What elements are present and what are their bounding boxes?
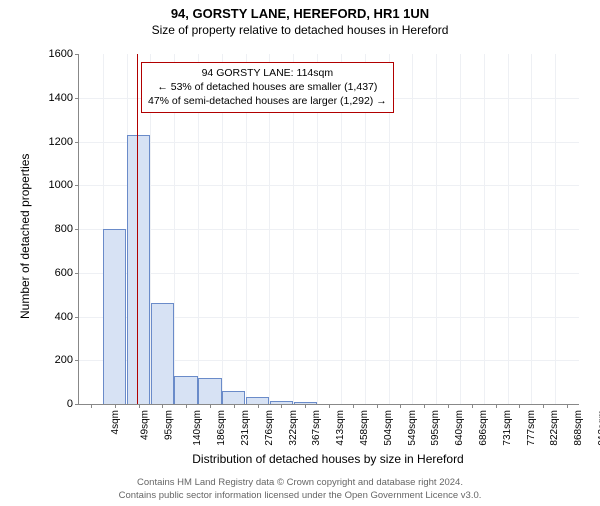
annotation-line: ← 53% of detached houses are smaller (1,… — [148, 80, 387, 94]
grid-line-h — [79, 229, 579, 230]
ytick-label: 800 — [55, 223, 73, 235]
xtick-label: 140sqm — [192, 410, 203, 446]
xtick-mark — [139, 404, 140, 408]
chart-plot-area: 020040060080010001200140016004sqm49sqm95… — [78, 54, 579, 405]
chart-title-sub: Size of property relative to detached ho… — [0, 23, 600, 37]
ytick-mark — [75, 54, 79, 55]
xtick-mark — [210, 404, 211, 408]
reference-marker-line — [137, 54, 138, 404]
xtick-mark — [234, 404, 235, 408]
grid-line-v — [555, 54, 556, 404]
histogram-bar — [222, 391, 245, 404]
xtick-label: 458sqm — [359, 410, 370, 446]
annotation-line: 94 GORSTY LANE: 114sqm — [148, 66, 387, 80]
ytick-label: 1200 — [49, 136, 73, 148]
ytick-mark — [75, 142, 79, 143]
ytick-mark — [75, 229, 79, 230]
ytick-mark — [75, 404, 79, 405]
grid-line-v — [508, 54, 509, 404]
xtick-mark — [186, 404, 187, 408]
ytick-mark — [75, 98, 79, 99]
chart-footer: Contains HM Land Registry data © Crown c… — [0, 477, 600, 502]
xtick-mark — [115, 404, 116, 408]
xtick-label: 868sqm — [573, 410, 584, 446]
xtick-mark — [91, 404, 92, 408]
xtick-label: 322sqm — [288, 410, 299, 446]
xtick-mark — [162, 404, 163, 408]
ytick-label: 600 — [55, 267, 73, 279]
histogram-bar — [198, 378, 221, 404]
xtick-label: 276sqm — [264, 410, 275, 446]
xtick-label: 49sqm — [139, 410, 150, 440]
xtick-mark — [400, 404, 401, 408]
footer-line-1: Contains HM Land Registry data © Crown c… — [0, 477, 600, 489]
y-axis-label: Number of detached properties — [18, 154, 32, 319]
annotation-line: 47% of semi-detached houses are larger (… — [148, 94, 387, 108]
grid-line-v — [412, 54, 413, 404]
grid-line-v — [484, 54, 485, 404]
xtick-mark — [258, 404, 259, 408]
grid-line-h — [79, 185, 579, 186]
ytick-label: 0 — [67, 398, 73, 410]
ytick-mark — [75, 185, 79, 186]
xtick-label: 549sqm — [407, 410, 418, 446]
xtick-label: 186sqm — [216, 410, 227, 446]
grid-line-v — [436, 54, 437, 404]
histogram-bar — [103, 229, 126, 404]
ytick-label: 1400 — [49, 92, 73, 104]
xtick-mark — [305, 404, 306, 408]
xtick-label: 640sqm — [454, 410, 465, 446]
xtick-mark — [519, 404, 520, 408]
grid-line-h — [79, 273, 579, 274]
xtick-label: 413sqm — [335, 410, 346, 446]
histogram-bar — [174, 376, 197, 404]
ytick-label: 400 — [55, 311, 73, 323]
xtick-label: 731sqm — [502, 410, 513, 446]
xtick-mark — [377, 404, 378, 408]
grid-line-v — [460, 54, 461, 404]
xtick-label: 595sqm — [431, 410, 442, 446]
ytick-mark — [75, 273, 79, 274]
histogram-bar — [127, 135, 150, 404]
ytick-label: 1600 — [49, 48, 73, 60]
x-axis-label: Distribution of detached houses by size … — [78, 452, 578, 466]
xtick-label: 822sqm — [550, 410, 561, 446]
xtick-mark — [567, 404, 568, 408]
grid-line-h — [79, 142, 579, 143]
xtick-mark — [424, 404, 425, 408]
xtick-mark — [281, 404, 282, 408]
annotation-box: 94 GORSTY LANE: 114sqm← 53% of detached … — [141, 62, 394, 113]
xtick-mark — [543, 404, 544, 408]
ytick-mark — [75, 360, 79, 361]
xtick-mark — [329, 404, 330, 408]
xtick-mark — [448, 404, 449, 408]
xtick-mark — [353, 404, 354, 408]
xtick-label: 777sqm — [526, 410, 537, 446]
xtick-label: 95sqm — [163, 410, 174, 440]
xtick-label: 504sqm — [383, 410, 394, 446]
xtick-label: 4sqm — [110, 410, 121, 434]
xtick-mark — [472, 404, 473, 408]
grid-line-v — [531, 54, 532, 404]
histogram-bar — [151, 303, 174, 404]
xtick-label: 367sqm — [311, 410, 322, 446]
xtick-mark — [496, 404, 497, 408]
xtick-label: 231sqm — [240, 410, 251, 446]
ytick-label: 200 — [55, 354, 73, 366]
chart-title-main: 94, GORSTY LANE, HEREFORD, HR1 1UN — [0, 6, 600, 21]
ytick-mark — [75, 317, 79, 318]
footer-line-2: Contains public sector information licen… — [0, 490, 600, 502]
xtick-label: 686sqm — [478, 410, 489, 446]
ytick-label: 1000 — [49, 179, 73, 191]
